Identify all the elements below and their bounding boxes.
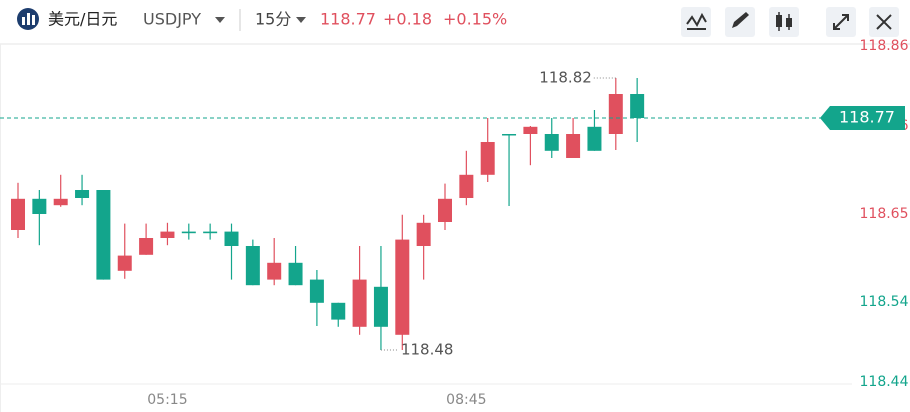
candle-body	[331, 302, 346, 320]
change-pct: +0.15%	[443, 10, 507, 29]
y-tick-label: 118.65	[860, 206, 909, 222]
x-tick-label: 05:15	[147, 392, 187, 408]
pair-name: 美元/日元	[48, 10, 117, 29]
high-annotation: 118.82	[539, 69, 592, 87]
logo-bar	[32, 15, 35, 25]
y-tick-label: 118.54	[860, 294, 909, 310]
candle-body	[608, 94, 623, 134]
logo-bar	[27, 13, 30, 25]
candle-body	[395, 239, 410, 335]
dropdown-arrow[interactable]	[296, 17, 306, 23]
y-tick-label: 118.86	[860, 38, 909, 54]
change: +0.18	[383, 10, 432, 29]
candle-body	[53, 198, 68, 206]
candle-body	[459, 174, 474, 198]
candle-body	[544, 134, 559, 151]
price: 118.77	[320, 10, 376, 29]
candle-body	[523, 126, 538, 134]
candle-body	[75, 190, 90, 198]
candle-body	[630, 94, 645, 118]
icon	[833, 14, 849, 30]
low-annotation: 118.48	[401, 341, 454, 359]
symbol[interactable]: USDJPY	[143, 10, 201, 29]
header: 美元/日元 USDJPY 15分 118.77 +0.18 +0.15%	[17, 7, 899, 37]
logo-bar	[22, 17, 25, 25]
candle-body	[566, 134, 581, 158]
toolbar	[681, 7, 899, 37]
candle-body	[288, 262, 303, 286]
candle-body	[373, 286, 388, 327]
candle-body	[267, 262, 282, 280]
dropdown-arrow[interactable]	[215, 17, 225, 23]
candle-body	[224, 231, 239, 246]
candle-body	[117, 255, 132, 271]
last-price-label: 118.77	[839, 108, 895, 127]
icon	[686, 12, 707, 28]
candle-body	[11, 198, 25, 230]
candle-body	[245, 246, 260, 286]
last-price-tag	[820, 106, 905, 130]
icon	[732, 12, 749, 28]
candle-body	[309, 279, 324, 303]
interval[interactable]: 15分	[255, 10, 291, 29]
candle-body	[160, 231, 175, 238]
x-tick-label: 08:45	[446, 392, 486, 408]
candle-body	[352, 279, 367, 327]
y-tick-label: 118.44	[860, 374, 909, 390]
candle-body	[181, 231, 196, 234]
candle-type-button[interactable]	[769, 7, 799, 37]
candle-body	[139, 238, 154, 255]
candle-body	[480, 142, 495, 175]
candle-body	[32, 198, 47, 214]
icon	[876, 14, 892, 30]
candle-body	[96, 190, 111, 280]
candle-body	[587, 126, 602, 151]
candle-body	[203, 231, 218, 234]
candle-body	[416, 222, 431, 246]
candle-body	[502, 134, 517, 136]
candle-body	[438, 198, 452, 222]
